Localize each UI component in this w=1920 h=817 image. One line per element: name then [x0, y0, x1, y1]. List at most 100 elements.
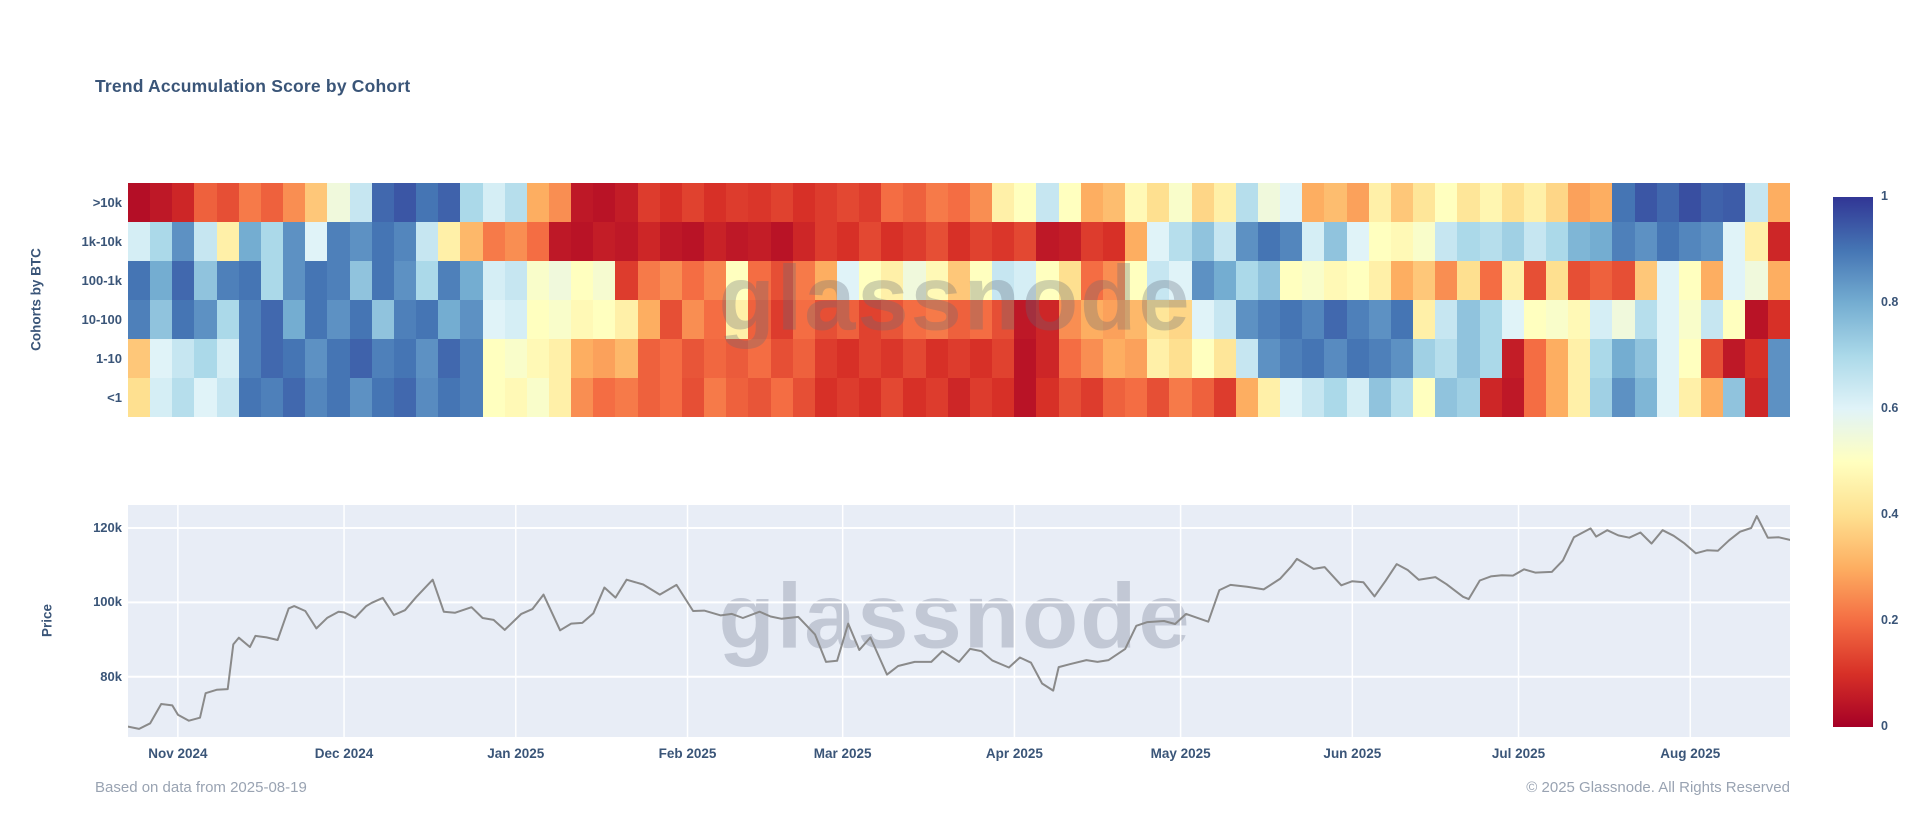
heatmap-cell[interactable] [903, 183, 926, 222]
heatmap-cell[interactable] [770, 339, 793, 378]
heatmap-cell[interactable] [393, 339, 417, 378]
heatmap-cell[interactable] [770, 261, 793, 300]
heatmap-cell[interactable] [1457, 339, 1480, 378]
heatmap-cell[interactable] [1457, 378, 1480, 417]
heatmap-cell[interactable] [1634, 300, 1657, 339]
heatmap-cell[interactable] [1080, 300, 1103, 339]
heatmap-cell[interactable] [1568, 300, 1591, 339]
heatmap-cell[interactable] [1612, 222, 1635, 261]
heatmap-cell[interactable] [1612, 261, 1635, 300]
heatmap-cell[interactable] [482, 339, 505, 378]
heatmap-cell[interactable] [1767, 261, 1790, 300]
heatmap-cell[interactable] [504, 378, 527, 417]
heatmap-cell[interactable] [726, 261, 749, 300]
heatmap-cell[interactable] [1080, 222, 1103, 261]
heatmap-cell[interactable] [1413, 300, 1436, 339]
heatmap-cell[interactable] [1523, 339, 1546, 378]
heatmap-cell[interactable] [416, 339, 439, 378]
heatmap-cell[interactable] [1080, 183, 1103, 222]
heatmap-cell[interactable] [1280, 339, 1303, 378]
heatmap-cell[interactable] [438, 300, 461, 339]
heatmap-cell[interactable] [150, 183, 173, 222]
heatmap-cell[interactable] [548, 378, 572, 417]
heatmap-cell[interactable] [615, 378, 638, 417]
heatmap-cell[interactable] [947, 339, 970, 378]
heatmap-cell[interactable] [1612, 183, 1635, 222]
heatmap-cell[interactable] [615, 339, 638, 378]
heatmap-cell[interactable] [1368, 339, 1391, 378]
heatmap-cell[interactable] [1457, 222, 1480, 261]
heatmap-cell[interactable] [1302, 300, 1325, 339]
heatmap-cell[interactable] [726, 183, 749, 222]
heatmap-cell[interactable] [615, 222, 638, 261]
heatmap-cell[interactable] [305, 222, 328, 261]
heatmap-cell[interactable] [1036, 378, 1059, 417]
heatmap-cell[interactable] [1634, 261, 1657, 300]
heatmap-cell[interactable] [925, 222, 948, 261]
heatmap-cell[interactable] [1302, 261, 1325, 300]
heatmap-cell[interactable] [859, 183, 882, 222]
heatmap-cell[interactable] [969, 339, 993, 378]
heatmap-cell[interactable] [1479, 222, 1502, 261]
heatmap-cell[interactable] [770, 378, 793, 417]
heatmap-cell[interactable] [128, 378, 151, 417]
heatmap-cell[interactable] [1280, 261, 1303, 300]
heatmap-cell[interactable] [1523, 183, 1546, 222]
heatmap-cell[interactable] [548, 300, 572, 339]
heatmap-cell[interactable] [1058, 300, 1081, 339]
heatmap-cell[interactable] [1324, 339, 1347, 378]
heatmap-cell[interactable] [1612, 339, 1635, 378]
heatmap-cell[interactable] [1435, 339, 1458, 378]
heatmap-cell[interactable] [1058, 222, 1081, 261]
heatmap-cell[interactable] [837, 261, 860, 300]
heatmap-row-1-10[interactable] [128, 339, 1790, 378]
heatmap-cell[interactable] [593, 339, 616, 378]
heatmap-cell[interactable] [1302, 183, 1325, 222]
heatmap-cell[interactable] [1745, 378, 1768, 417]
heatmap-cell[interactable] [393, 378, 417, 417]
heatmap-cell[interactable] [327, 222, 350, 261]
heatmap-cell[interactable] [1767, 300, 1790, 339]
heatmap-cell[interactable] [659, 339, 682, 378]
heatmap-cell[interactable] [1280, 300, 1303, 339]
heatmap-cell[interactable] [349, 261, 372, 300]
heatmap-cell[interactable] [216, 261, 239, 300]
heatmap-cell[interactable] [947, 300, 970, 339]
heatmap-cell[interactable] [1701, 222, 1724, 261]
heatmap-cell[interactable] [1191, 261, 1214, 300]
heatmap-cell[interactable] [1058, 339, 1081, 378]
heatmap-cell[interactable] [416, 222, 439, 261]
heatmap-cell[interactable] [393, 222, 417, 261]
heatmap-cell[interactable] [1435, 261, 1458, 300]
heatmap-cell[interactable] [172, 222, 195, 261]
heatmap-cell[interactable] [1058, 378, 1081, 417]
heatmap-cell[interactable] [1501, 300, 1524, 339]
heatmap-cell[interactable] [1080, 261, 1103, 300]
heatmap-cell[interactable] [1413, 339, 1436, 378]
heatmap-cell[interactable] [1590, 183, 1613, 222]
heatmap-cell[interactable] [969, 300, 993, 339]
heatmap-cell[interactable] [681, 183, 705, 222]
heatmap-cell[interactable] [681, 261, 705, 300]
heatmap-cell[interactable] [814, 222, 837, 261]
heatmap-cell[interactable] [1147, 261, 1170, 300]
heatmap-cell[interactable] [1302, 378, 1325, 417]
heatmap-cell[interactable] [1125, 378, 1148, 417]
heatmap-cell[interactable] [283, 222, 306, 261]
heatmap-cell[interactable] [637, 222, 660, 261]
heatmap-cell[interactable] [1346, 183, 1369, 222]
heatmap-cell[interactable] [881, 222, 904, 261]
heatmap-cell[interactable] [371, 222, 394, 261]
heatmap-cell[interactable] [393, 183, 417, 222]
heatmap-cell[interactable] [238, 300, 261, 339]
heatmap-cell[interactable] [992, 339, 1015, 378]
heatmap-cell[interactable] [548, 222, 572, 261]
heatmap-cell[interactable] [837, 339, 860, 378]
heatmap-cell[interactable] [748, 378, 771, 417]
heatmap-row->10k[interactable] [128, 183, 1790, 222]
heatmap-cell[interactable] [416, 378, 439, 417]
heatmap-cell[interactable] [1058, 261, 1081, 300]
heatmap-cell[interactable] [1612, 378, 1635, 417]
heatmap-cell[interactable] [704, 378, 727, 417]
heatmap-cell[interactable] [1191, 222, 1214, 261]
